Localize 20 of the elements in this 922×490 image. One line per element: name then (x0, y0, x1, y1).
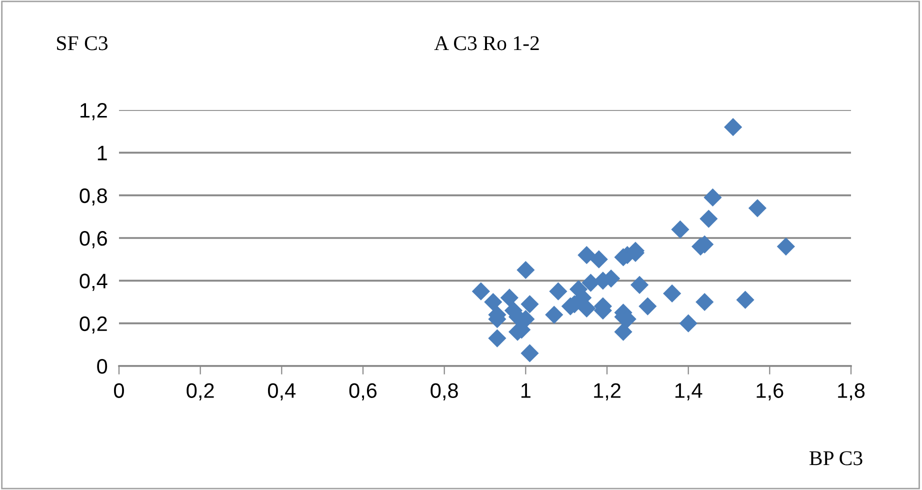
x-tick-label: 1,6 (756, 383, 784, 400)
y-tick-label: 0,6 (80, 231, 107, 248)
y-tick-label: 0,8 (80, 188, 107, 206)
y-tick-label: 0,2 (80, 316, 107, 334)
x-tick-label: 1,8 (838, 383, 865, 400)
x-axis-title: BP C3 (809, 451, 862, 466)
x-tick-label: 0,2 (186, 383, 214, 400)
y-tick-label: 0,4 (80, 274, 108, 291)
y-tick-label: 1 (98, 146, 107, 160)
y-tick-label: 1,2 (80, 103, 107, 120)
x-tick-label: 0,4 (268, 383, 296, 400)
y-tick-label: 0 (97, 359, 108, 374)
x-tick-label: 1,2 (594, 383, 620, 400)
x-tick-label: 0 (114, 383, 124, 398)
chart-title: A C3 Ro 1-2 (434, 36, 539, 50)
x-tick-label: 0,8 (430, 383, 458, 400)
y-axis-title: SF C3 (57, 36, 108, 50)
x-tick-label: 1,4 (675, 383, 702, 400)
x-tick-label: 0,6 (349, 383, 377, 400)
x-tick-label: 1 (521, 383, 530, 398)
